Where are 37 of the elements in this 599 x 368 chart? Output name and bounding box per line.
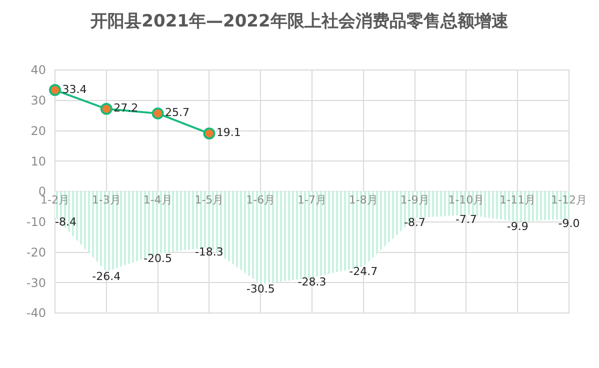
data-label: -20.5 <box>144 252 172 266</box>
y-tick-label: 10 <box>30 154 46 168</box>
data-label: -7.7 <box>455 213 477 226</box>
point <box>203 127 216 140</box>
y-tick-label: -10 <box>26 215 46 230</box>
x-tick-label: 1-10月 <box>448 194 484 206</box>
y-tick-label: 20 <box>30 124 46 138</box>
data-label: -8.7 <box>404 216 426 230</box>
data-label: -26.4 <box>92 270 121 283</box>
x-tick-label: 1-3月 <box>92 194 121 206</box>
point <box>152 107 164 120</box>
data-label: -30.5 <box>246 282 275 296</box>
data-label: -9.9 <box>506 220 528 233</box>
x-tick-label: 1-12月 <box>551 194 587 206</box>
data-label: -18.3 <box>194 245 224 258</box>
x-tick-label: 1-5月 <box>194 194 224 206</box>
x-tick-label: 1-6月 <box>246 194 276 206</box>
point <box>49 84 61 96</box>
x-tick-label: 1-11月 <box>500 194 536 206</box>
data-label: -9.0 <box>558 217 580 230</box>
data-label: -24.7 <box>349 264 378 278</box>
y-tick-label: -20 <box>26 245 46 260</box>
data-label: -28.3 <box>298 276 326 289</box>
point <box>100 102 112 115</box>
x-tick-label: 1-7月 <box>298 194 326 206</box>
data-label: 33.4 <box>62 82 87 96</box>
y-tick-label: 40 <box>30 63 46 78</box>
chart-title: 开阳县2021年—2022年限上社会消费品零售总额增速 <box>90 12 508 32</box>
y-tick-label: -30 <box>26 276 46 290</box>
x-tick-label: 1-8月 <box>348 194 378 206</box>
x-tick-label: 1-4月 <box>143 194 172 206</box>
x-tick-label: 1-9月 <box>400 194 430 206</box>
y-tick-label: 30 <box>30 94 46 108</box>
data-label: -8.4 <box>55 215 76 228</box>
y-tick-label: -40 <box>26 306 46 320</box>
data-label: 19.1 <box>216 126 241 140</box>
data-label: 25.7 <box>165 106 190 120</box>
